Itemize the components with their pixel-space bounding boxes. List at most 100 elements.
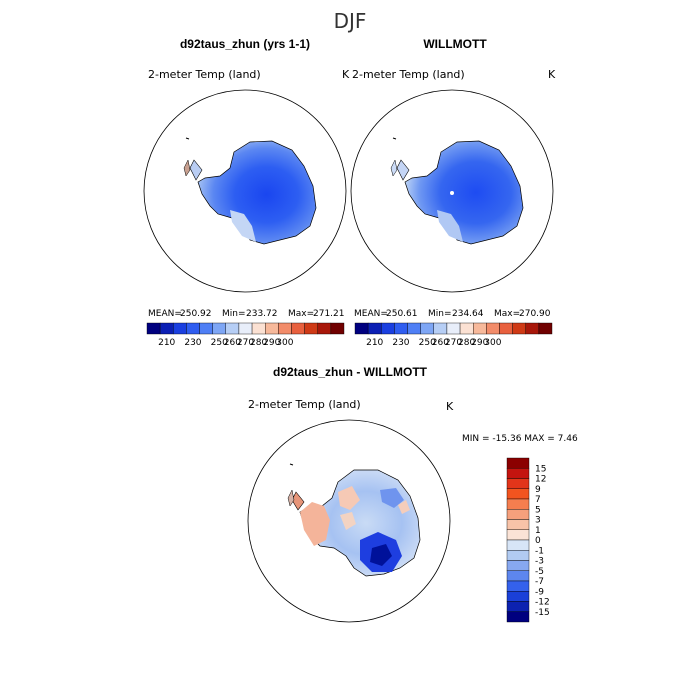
colorbar-tick-label: 210 xyxy=(158,338,175,348)
colorbar-swatch xyxy=(354,322,369,335)
colorbar-swatch xyxy=(446,322,461,335)
colorbar-swatch xyxy=(381,322,395,335)
colorbar-tick-label: 3 xyxy=(535,516,541,526)
colorbar-swatch xyxy=(225,322,240,335)
colorbar-swatch xyxy=(199,322,213,335)
colorbar-swatch xyxy=(506,478,530,489)
colorbar-swatch xyxy=(146,322,161,335)
colorbar-tick-label: 0 xyxy=(535,536,541,546)
colorbar-swatch xyxy=(525,322,540,335)
colorbar-tick-label: 280 xyxy=(250,338,267,348)
right-min-label: Min= xyxy=(428,309,452,319)
colorbar-tick-label: 7 xyxy=(535,495,541,505)
left-max-label: Max= xyxy=(288,309,314,319)
colorbar-swatch xyxy=(506,550,530,561)
colorbar-swatch xyxy=(159,322,174,335)
diff-unit: K xyxy=(446,400,454,413)
panel-left: d92taus_zhun (yrs 1-1) 2-meter Temp (lan… xyxy=(143,37,350,348)
colorbar-tick-label: 250 xyxy=(211,338,228,348)
colorbar-tick-label: 300 xyxy=(484,338,501,348)
diff-minmax-text: MIN = -15.36 MAX = 7.46 xyxy=(462,434,578,444)
colorbar-tick-label: 250 xyxy=(419,338,436,348)
colorbar-swatch xyxy=(238,322,253,335)
colorbar-tick-label: -7 xyxy=(535,577,544,587)
colorbar-swatch xyxy=(367,322,382,335)
colorbar-swatch xyxy=(506,560,530,571)
right-mean-label: MEAN= xyxy=(354,309,388,319)
colorbar-swatch xyxy=(278,322,292,335)
colorbar-tick-label: 260 xyxy=(224,338,241,348)
right-case-title: WILLMOTT xyxy=(423,37,487,51)
colorbar-swatch xyxy=(473,322,487,335)
colorbar-swatch xyxy=(304,322,318,335)
left-antarctica-field xyxy=(183,137,317,245)
colorbar-tick-label: 290 xyxy=(263,338,280,348)
diff-antarctica-field xyxy=(287,463,421,577)
main-title: DJF xyxy=(334,9,367,33)
left-min-value: 233.72 xyxy=(246,309,278,319)
colorbar-swatch xyxy=(486,322,500,335)
colorbar-swatch xyxy=(506,488,530,500)
diff-case-title: d92taus_zhun - WILLMOTT xyxy=(273,365,428,379)
colorbar-tick-label: -3 xyxy=(535,557,544,567)
right-max-value: 270.90 xyxy=(519,309,551,319)
colorbar-tick-label: -15 xyxy=(535,608,550,618)
panel-diff: d92taus_zhun - WILLMOTT 2-meter Temp (la… xyxy=(247,365,578,623)
colorbar-tick-label: 9 xyxy=(535,485,541,495)
colorbar-swatch xyxy=(506,519,530,530)
colorbar-swatch xyxy=(186,322,200,335)
right-mean-value: 250.61 xyxy=(386,309,418,319)
colorbar-swatch xyxy=(499,322,513,335)
colorbar-swatch xyxy=(506,509,530,520)
colorbar-swatch xyxy=(512,322,526,335)
colorbar-tick-label: -1 xyxy=(535,546,544,556)
right-field-label: 2-meter Temp (land) xyxy=(352,68,465,81)
colorbar-tick-label: 210 xyxy=(366,338,383,348)
colorbar-swatch xyxy=(251,322,266,335)
colorbar-tick-label: -5 xyxy=(535,567,544,577)
panel-right: WILLMOTT 2-meter Temp (land) K MEAN= 250… xyxy=(350,37,556,348)
left-mean-label: MEAN= xyxy=(148,309,182,319)
colorbar-swatch xyxy=(506,591,530,602)
colorbar-swatch xyxy=(420,322,434,335)
colorbar-tick-label: 280 xyxy=(458,338,475,348)
left-mean-value: 250.92 xyxy=(180,309,212,319)
colorbar-swatch xyxy=(506,529,530,541)
right-antarctica-field xyxy=(390,137,524,245)
colorbar-swatch xyxy=(394,322,408,335)
colorbar-swatch xyxy=(330,322,345,335)
colorbar-swatch xyxy=(291,322,305,335)
colorbar-swatch xyxy=(506,539,530,551)
colorbar-tick-label: 300 xyxy=(276,338,293,348)
colorbar-tick-label: -9 xyxy=(535,587,544,597)
colorbar-swatch xyxy=(433,322,448,335)
colorbar-tick-label: 270 xyxy=(445,338,462,348)
colorbar-tick-label: 290 xyxy=(471,338,488,348)
colorbar-swatch xyxy=(506,611,530,623)
colorbar-swatch xyxy=(506,498,530,510)
colorbar-swatch xyxy=(506,457,530,469)
colorbar-tick-label: 15 xyxy=(535,464,546,474)
left-max-value: 271.21 xyxy=(313,309,345,319)
right-unit: K xyxy=(548,68,556,81)
left-field-label: 2-meter Temp (land) xyxy=(148,68,261,81)
colorbar-tick-label: -12 xyxy=(535,598,550,608)
colorbar-swatch xyxy=(506,580,530,592)
colorbar-swatch xyxy=(506,570,530,582)
right-max-label: Max= xyxy=(494,309,520,319)
colorbar-tick-label: 5 xyxy=(535,505,541,515)
right-min-value: 234.64 xyxy=(452,309,484,319)
colorbar-swatch xyxy=(265,322,279,335)
colorbar-swatch xyxy=(538,322,553,335)
colorbar-tick-label: 1 xyxy=(535,526,541,536)
colorbar-swatch xyxy=(459,322,474,335)
colorbar-tick-label: 270 xyxy=(237,338,254,348)
colorbar-tick-label: 260 xyxy=(432,338,449,348)
colorbar-swatch xyxy=(212,322,227,335)
left-case-title: d92taus_zhun (yrs 1-1) xyxy=(180,37,310,51)
diff-field-label: 2-meter Temp (land) xyxy=(248,398,361,411)
colorbar-swatch xyxy=(506,601,530,612)
